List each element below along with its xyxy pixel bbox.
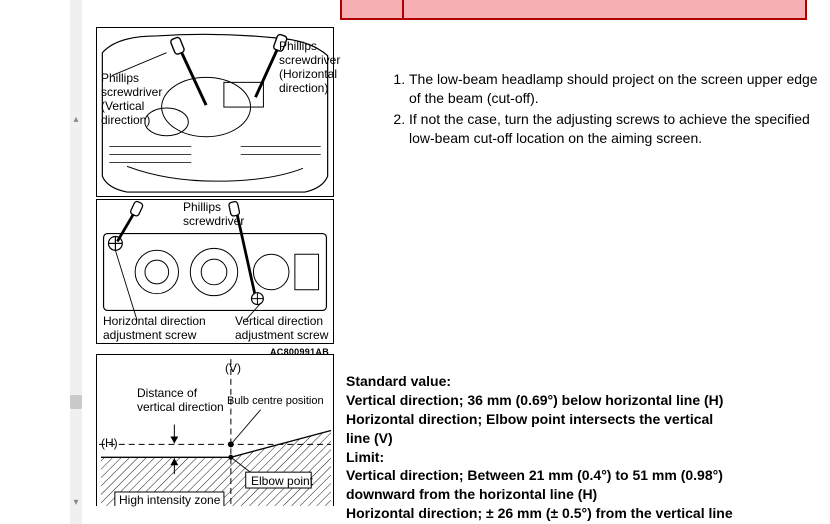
fig2-label-br-2: adjustment screw [235, 329, 328, 343]
limit-horizontal: Horizontal direction; ± 26 mm (± 0.5°) f… [346, 504, 826, 523]
fig2-label-bl-2: adjustment screw [103, 329, 196, 343]
scroll-down-button[interactable]: ▾ [70, 495, 82, 509]
standard-heading: Standard value: [346, 372, 826, 391]
left-scroll-rail: ▴ ▾ [0, 0, 82, 524]
fig2-label-top-1: Phillips [183, 201, 221, 215]
instruction-1: The low-beam headlamp should project on … [409, 70, 827, 108]
fig1-label-horz-3: (Horizontal [279, 68, 337, 82]
figure-aiming-diagram: (V) (H) Distance of vertical direction B… [96, 354, 334, 506]
fig2-label-top-2: screwdriver [183, 215, 244, 229]
caution-box: in the tightening direction. [340, 0, 807, 20]
standard-horizontal-a: Horizontal direction; Elbow point inters… [346, 410, 826, 429]
document-page: in the tightening direction. The low-bea… [82, 0, 830, 524]
fig3-v-label: (V) [225, 362, 241, 376]
figure-headlamp-rear: Phillips screwdriver Horizontal directio… [96, 199, 334, 344]
fig3-high-label: High intensity zone [119, 494, 220, 508]
standard-vertical: Vertical direction; 36 mm (0.69°) below … [346, 391, 826, 410]
limit-heading: Limit: [346, 448, 826, 467]
caution-icon-col [342, 0, 404, 18]
scrollbar-track[interactable] [70, 0, 82, 524]
fig2-label-br-1: Vertical direction [235, 315, 323, 329]
fig3-dist-1: Distance of [137, 387, 197, 401]
instruction-list: The low-beam headlamp should project on … [387, 70, 827, 150]
fig1-label-vert-2: screwdriver [101, 86, 162, 100]
instruction-2: If not the case, turn the adjusting scre… [409, 110, 827, 148]
figure-column: Phillips screwdriver (Vertical direction… [96, 27, 336, 506]
standard-value-block: Standard value: Vertical direction; 36 m… [346, 372, 826, 523]
scroll-up-button[interactable]: ▴ [70, 112, 82, 126]
standard-horizontal-b: line (V) [346, 429, 826, 448]
limit-vertical-b: downward from the horizontal line (H) [346, 485, 826, 504]
fig1-label-vert-4: direction) [101, 114, 150, 128]
fig3-h-label: (H) [101, 437, 118, 451]
fig3-dist-2: vertical direction [137, 401, 224, 415]
fig3-bulb-label: Bulb centre position [227, 395, 324, 408]
fig2-label-bl-1: Horizontal direction [103, 315, 206, 329]
fig1-label-horz-4: direction) [279, 82, 328, 96]
fig1-label-horz-2: screwdriver [279, 54, 340, 68]
scrollbar-thumb[interactable] [70, 395, 82, 409]
fig1-label-vert-3: (Vertical [101, 100, 144, 114]
fig1-label-vert-1: Phillips [101, 72, 139, 86]
fig1-label-horz-1: Phillips [279, 40, 317, 54]
figure-engine-bay: Phillips screwdriver (Vertical direction… [96, 27, 334, 197]
fig3-elbow-label: Elbow point [251, 475, 313, 489]
limit-vertical-a: Vertical direction; Between 21 mm (0.4°)… [346, 466, 826, 485]
caution-text: in the tightening direction. [404, 0, 805, 18]
